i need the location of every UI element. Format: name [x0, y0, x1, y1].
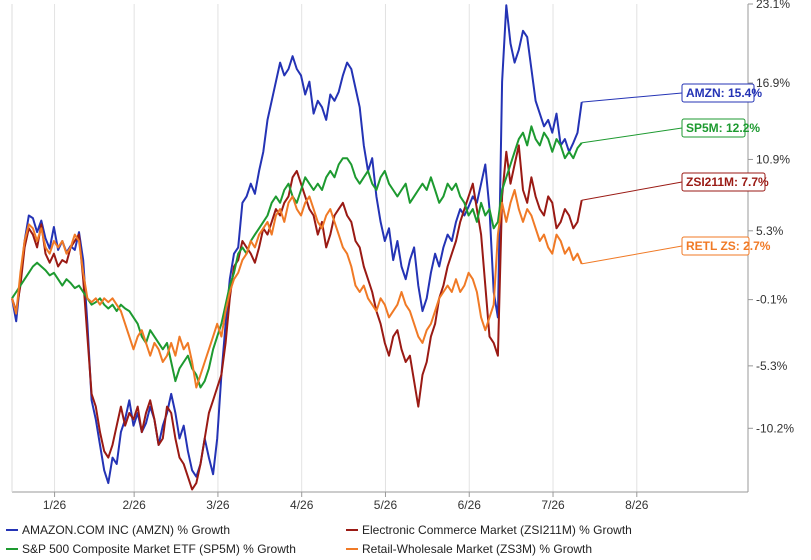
end-label-connector: [581, 181, 683, 201]
end-label-text: SP5M: 12.2%: [686, 121, 760, 135]
series-line: [11, 4, 583, 485]
grid-lines: [54, 4, 638, 492]
x-tick-label: 4/26: [290, 498, 314, 512]
end-label-text: ZSI211M: 7.7%: [686, 175, 769, 189]
y-tick-label: -5.3%: [756, 359, 788, 373]
series-group: [11, 4, 583, 491]
end-label-text: RETL ZS: 2.7%: [686, 239, 771, 253]
legend: AMAZON.COM INC (AMZN) % Growth Electroni…: [0, 520, 811, 560]
y-tick-label: 10.9%: [756, 152, 790, 166]
line-chart: 23.1% 16.9% 10.9% 5.3% -0.1% -5.3% -10.2% 1/26…: [0, 0, 811, 520]
y-axis: 23.1% 16.9% 10.9% 5.3% -0.1% -5.3% -10.2%: [748, 0, 794, 435]
legend-item-zsi211m: Electronic Commerce Market (ZSI211M) % G…: [346, 523, 632, 537]
x-tick-label: 8/26: [625, 498, 649, 512]
end-label-connector: [581, 92, 683, 103]
x-tick-label: 2/26: [122, 498, 146, 512]
plot-background: [0, 0, 811, 520]
y-tick-label: -0.1%: [756, 293, 788, 307]
legend-swatch-zsi211m: [346, 529, 358, 531]
x-tick-label: 6/26: [458, 498, 482, 512]
x-axis: 1/26 2/26 3/26 4/26 5/26 6/26 7/26 8/26: [43, 492, 649, 512]
legend-swatch-amzn: [6, 529, 18, 531]
x-tick-label: 5/26: [374, 498, 398, 512]
series-line: [11, 125, 583, 389]
end-label-connector: [581, 127, 683, 144]
y-tick-label: 5.3%: [756, 224, 784, 238]
legend-item-zs3m: Retail-Wholesale Market (ZS3M) % Growth: [346, 542, 592, 556]
legend-label-amzn: AMAZON.COM INC (AMZN) % Growth: [22, 523, 231, 537]
legend-item-sp5m: S&P 500 Composite Market ETF (SP5M) % Gr…: [6, 542, 296, 556]
y-tick-label: 23.1%: [756, 0, 790, 11]
x-tick-label: 7/26: [541, 498, 565, 512]
end-label-box: [681, 172, 766, 192]
end-label-box: [681, 118, 746, 138]
legend-swatch-zs3m: [346, 548, 358, 550]
x-tick-label: 3/26: [206, 498, 230, 512]
end-label-box: [681, 83, 755, 103]
x-tick-label: 1/26: [43, 498, 67, 512]
legend-label-sp5m: S&P 500 Composite Market ETF (SP5M) % Gr…: [22, 542, 296, 556]
end-label-text: AMZN: 15.4%: [686, 86, 762, 100]
series-line: [11, 189, 583, 389]
end-labels: AMZN: 15.4% SP5M: 12.2% ZSI211M: 7.7% RETL …: [581, 83, 771, 265]
end-label-connector: [581, 245, 683, 265]
y-tick-label: -10.2%: [756, 421, 794, 435]
y-tick-label: 16.9%: [756, 76, 790, 90]
legend-label-zs3m: Retail-Wholesale Market (ZS3M) % Growth: [362, 542, 593, 556]
end-label-box: [681, 236, 750, 256]
legend-label-zsi211m: Electronic Commerce Market (ZSI211M) % G…: [362, 523, 632, 537]
legend-swatch-sp5m: [6, 548, 18, 550]
series-line: [11, 144, 583, 491]
legend-item-amzn: AMAZON.COM INC (AMZN) % Growth: [6, 523, 230, 537]
